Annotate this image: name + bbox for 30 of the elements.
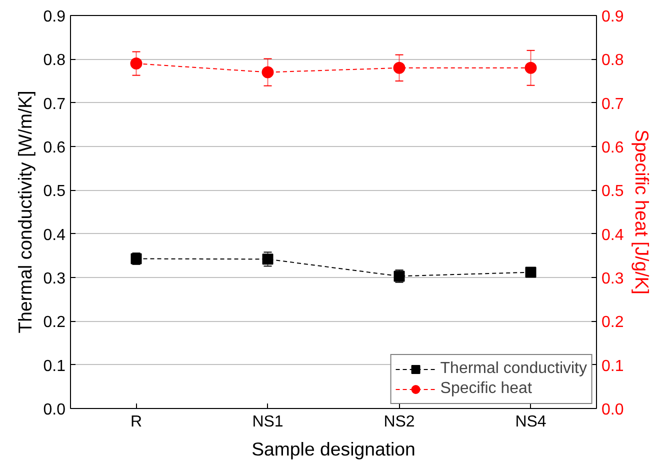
x-tick-label: NS2 <box>384 414 415 430</box>
legend-label: Specific heat <box>440 380 532 398</box>
y2-tick-label: 0.1 <box>602 358 624 375</box>
y2-tick-label: 0.6 <box>602 140 624 156</box>
y-tick-label: 0.7 <box>43 96 66 113</box>
y2-tick-label: 0.5 <box>602 183 624 200</box>
x-axis-title: Sample designation <box>252 438 416 460</box>
y-tick-label: 0.5 <box>43 183 66 200</box>
x-tick-label: NS1 <box>252 414 284 430</box>
legend-label: Thermal conductivity <box>440 360 587 378</box>
x-tick-label: NS4 <box>515 414 546 430</box>
y2-tick-label: 0.2 <box>602 314 624 332</box>
y2-tick-label: 0.0 <box>602 402 624 418</box>
y-axis-title: Thermal conductivity [W/m/K] <box>14 90 36 334</box>
y-tick-label: 0.4 <box>43 226 66 244</box>
y-tick-label: 0.3 <box>43 270 66 288</box>
x-tick-label: R <box>130 414 142 430</box>
y2-tick-label: 0.7 <box>602 96 624 113</box>
y2-tick-label: 0.8 <box>602 52 624 70</box>
y-tick-label: 0.0 <box>43 402 66 418</box>
y2-axis-title: Specific heat [J/g/K] <box>632 130 653 294</box>
point <box>525 266 536 278</box>
y-tick-label: 0.6 <box>43 140 66 156</box>
y-tick-label: 0.9 <box>43 8 66 26</box>
y-tick-label: 0.2 <box>43 314 66 332</box>
y2-tick-label: 0.4 <box>602 226 624 244</box>
y-tick-label: 0.1 <box>43 358 66 375</box>
y2-tick-label: 0.3 <box>602 270 624 288</box>
y-tick-label: 0.8 <box>43 52 66 70</box>
y2-tick-label: 0.9 <box>602 8 624 26</box>
